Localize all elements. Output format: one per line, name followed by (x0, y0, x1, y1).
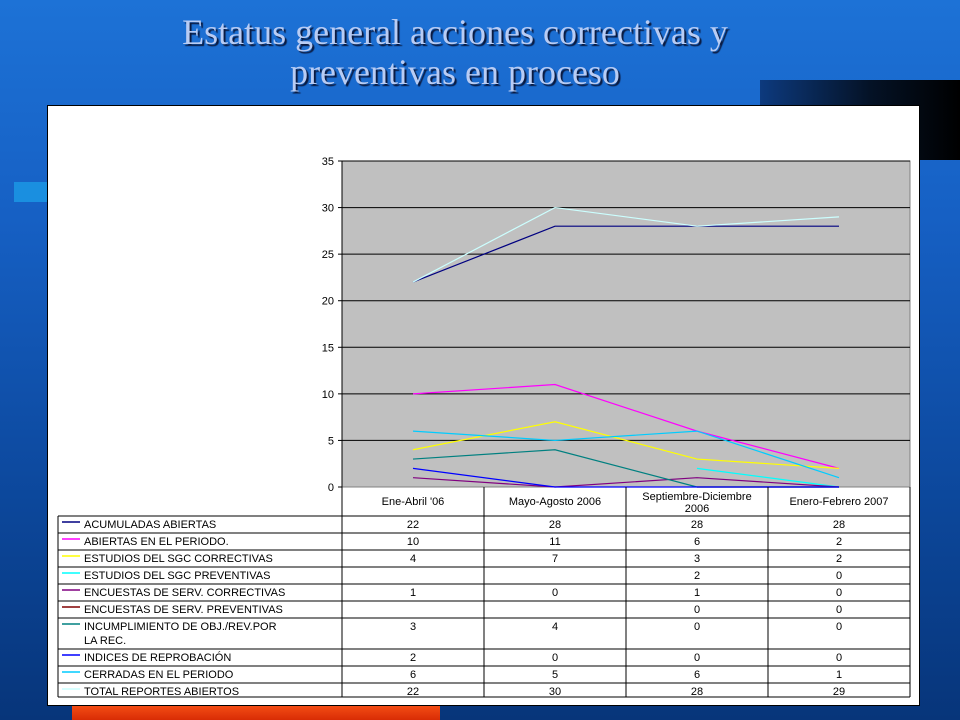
data-value: 0 (552, 652, 558, 664)
chart-panel: 0 5 10 15 20 25 30 35 Ene-Abril '06 Mayo-Agosto 2… (47, 105, 920, 706)
data-value: 28 (549, 519, 561, 531)
x-category-label: Septiembre-Diciembre (642, 491, 751, 503)
data-value: 22 (407, 519, 419, 531)
data-value: 10 (407, 536, 419, 548)
data-value: 28 (833, 519, 845, 531)
accent-square (14, 182, 48, 202)
y-tick-label: 10 (322, 389, 334, 401)
series-line (412, 206, 840, 283)
data-value: 0 (694, 621, 700, 633)
row-label: ACUMULADAS ABIERTAS (84, 519, 216, 531)
data-value: 28 (691, 519, 703, 531)
row-label: ABIERTAS EN EL PERIODO. (84, 536, 229, 548)
y-tick-label: 5 (328, 435, 334, 447)
data-value: 7 (552, 553, 558, 565)
title-line-2: preventivas en proceso (290, 52, 620, 92)
row-label: INCUMPLIMIENTO DE OBJ./REV.POR (84, 621, 277, 633)
data-value: 5 (552, 669, 558, 681)
data-value: 11 (549, 536, 560, 548)
data-value: 2 (836, 553, 842, 565)
y-tick-label: 25 (322, 249, 334, 261)
data-value: 3 (694, 553, 700, 565)
x-category-label: Enero-Febrero 2007 (789, 496, 888, 508)
data-value: 4 (552, 621, 558, 633)
series-line (412, 225, 839, 283)
data-value: 4 (410, 553, 416, 565)
series-line (412, 430, 840, 479)
data-value: 30 (549, 686, 561, 698)
data-value: 2 (410, 652, 416, 664)
row-label: ENCUESTAS DE SERV. PREVENTIVAS (84, 604, 283, 616)
data-value: 22 (407, 686, 419, 698)
x-category-label: 2006 (685, 503, 709, 515)
title-line-1: Estatus general acciones correctivas y (182, 12, 728, 52)
row-label: CERRADAS EN EL PERIODO (84, 669, 234, 681)
series-line (696, 467, 840, 488)
row-label: INDICES DE REPROBACIÓN (84, 651, 231, 664)
plot-area (341, 160, 911, 488)
series-line (412, 383, 840, 469)
data-value: 0 (836, 652, 842, 664)
data-value: 1 (694, 587, 700, 599)
row-label: ESTUDIOS DEL SGC PREVENTIVAS (84, 570, 270, 582)
data-value: 29 (833, 686, 845, 698)
data-value: 0 (552, 587, 558, 599)
data-value: 6 (694, 536, 700, 548)
series-line (412, 477, 840, 488)
data-value: 1 (836, 669, 842, 681)
x-category-label: Ene-Abril '06 (382, 496, 445, 508)
row-label: ENCUESTAS DE SERV. CORRECTIVAS (84, 587, 285, 599)
data-value: 0 (694, 652, 700, 664)
row-label: ESTUDIOS DEL SGC CORRECTIVAS (84, 553, 273, 565)
data-value: 6 (694, 669, 700, 681)
data-value: 0 (836, 621, 842, 633)
data-value: 0 (836, 587, 842, 599)
y-tick-label: 15 (322, 342, 334, 354)
row-label: TOTAL REPORTES ABIERTOS (84, 686, 239, 698)
data-value: 1 (410, 587, 416, 599)
data-value: 0 (694, 604, 700, 616)
data-value: 2 (694, 570, 700, 582)
y-tick-label: 20 (322, 296, 334, 308)
data-value: 0 (836, 570, 842, 582)
slide-title: Estatus general acciones correctivas y p… (40, 12, 870, 92)
y-tick-label: 30 (322, 203, 334, 215)
row-label: LA REC. (84, 635, 126, 647)
data-value: 28 (691, 686, 703, 698)
x-category-label: Mayo-Agosto 2006 (509, 496, 601, 508)
y-tick-label: 0 (328, 482, 334, 494)
data-value: 0 (836, 604, 842, 616)
data-value: 3 (410, 621, 416, 633)
data-value: 2 (836, 536, 842, 548)
data-value: 6 (410, 669, 416, 681)
y-tick-label: 35 (322, 156, 334, 168)
